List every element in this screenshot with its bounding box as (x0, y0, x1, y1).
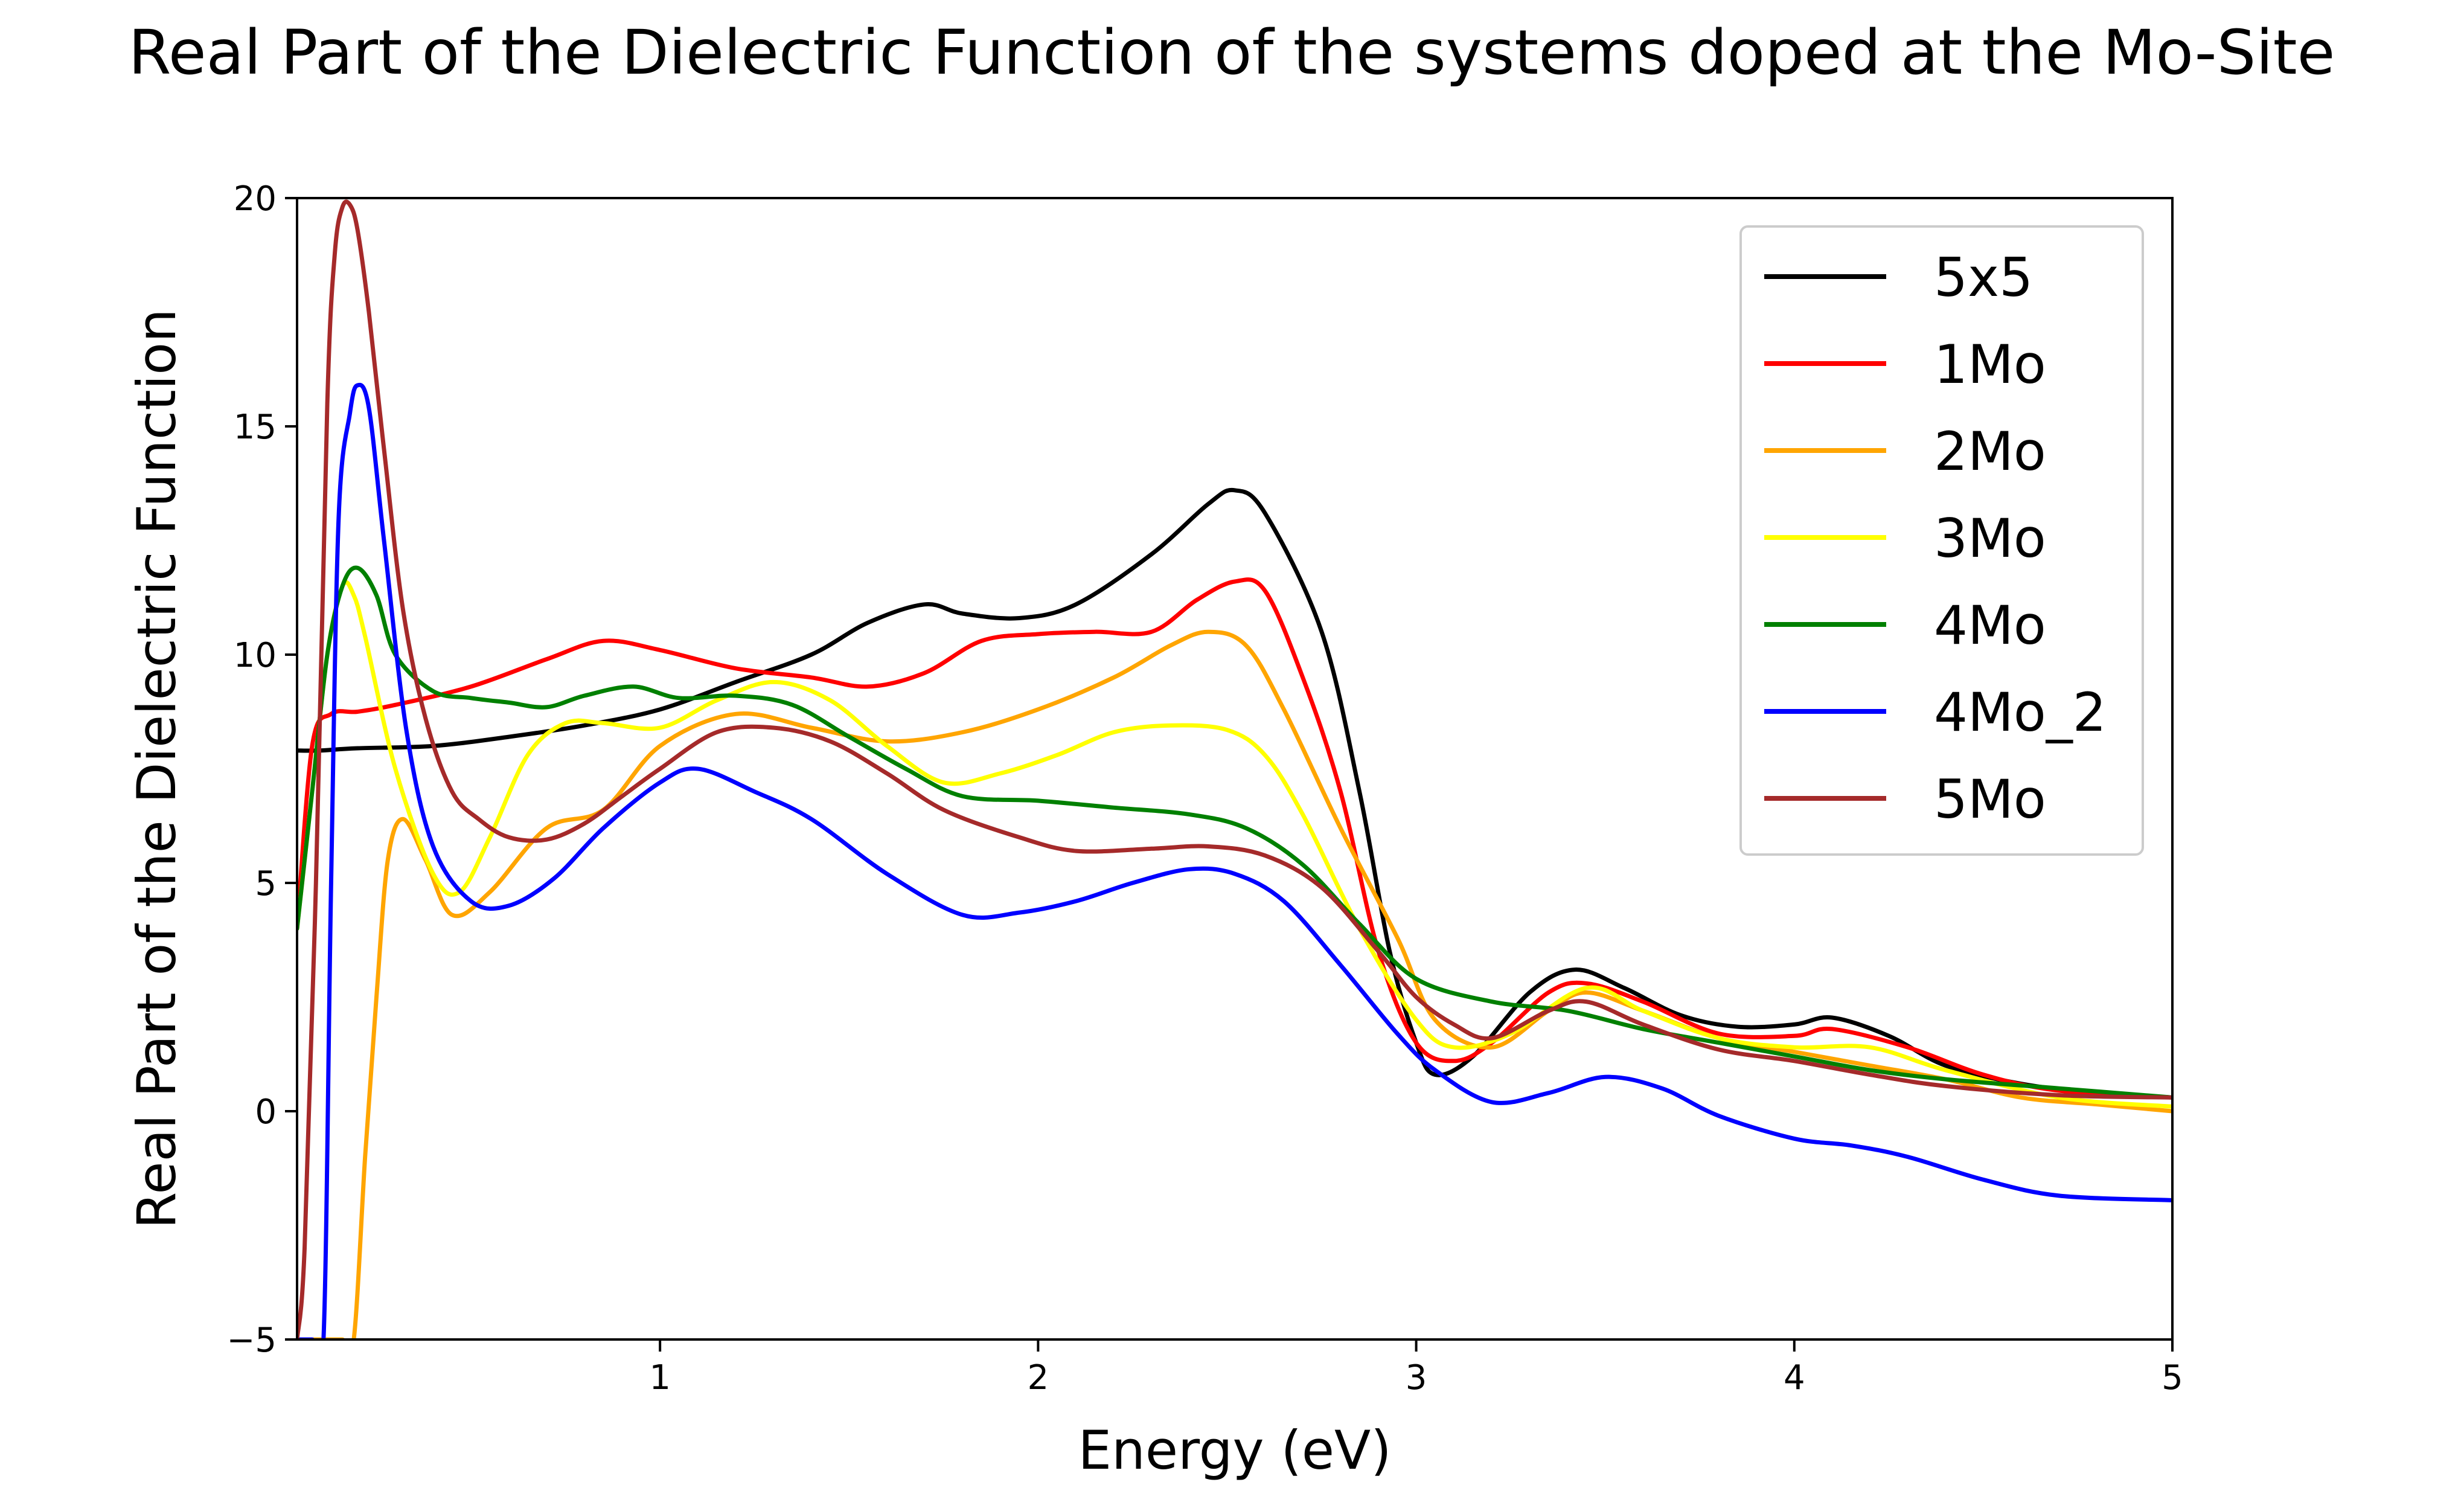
plot-frame (296, 197, 2174, 1341)
x-tick-label: 4 (1784, 1358, 1805, 1397)
series-line-4mo-2 (297, 382, 2172, 1339)
legend-label: 5x5 (1934, 246, 2033, 309)
y-tick-label: 10 (234, 636, 277, 675)
x-tick-label: 1 (649, 1358, 671, 1397)
legend-label: 2Mo (1934, 420, 2046, 483)
series-line-5x5 (297, 487, 2172, 1100)
x-axis: 1 2 3 4 5 (649, 1339, 2183, 1397)
y-axis-label: Real Part of the Dielectric Function (126, 309, 188, 1229)
y-tick-label: −5 (226, 1321, 277, 1360)
legend-label: 4Mo_2 (1934, 681, 2107, 743)
y-tick-label: 5 (255, 864, 277, 903)
legend: 5x5 1Mo 2Mo 3Mo 4Mo 4Mo_2 5Mo (1739, 225, 2144, 856)
x-tick-label: 3 (1406, 1358, 1427, 1397)
series-line-4mo (297, 565, 2172, 1100)
series-line-1mo (297, 577, 2172, 1100)
legend-label: 3Mo (1934, 507, 2046, 569)
y-axis: −5 0 5 10 15 20 (226, 179, 297, 1360)
y-tick-label: 20 (234, 179, 277, 219)
series-line-3mo (297, 580, 2172, 1109)
x-tick-label: 2 (1028, 1358, 1049, 1397)
legend-label: 4Mo (1934, 594, 2046, 656)
x-axis-label: Energy (eV) (1078, 1419, 1391, 1481)
y-tick-label: 15 (234, 408, 277, 447)
legend-frame (1739, 225, 2144, 856)
chart-title: Real Part of the Dielectric Function of … (129, 17, 2335, 89)
y-tick-label: 0 (255, 1092, 277, 1132)
legend-label: 5Mo (1934, 768, 2046, 830)
legend-label: 1Mo (1934, 333, 2046, 396)
x-tick-label: 5 (2162, 1358, 2183, 1397)
series-line-5mo (297, 199, 2172, 1339)
series-layer (297, 199, 2172, 1339)
